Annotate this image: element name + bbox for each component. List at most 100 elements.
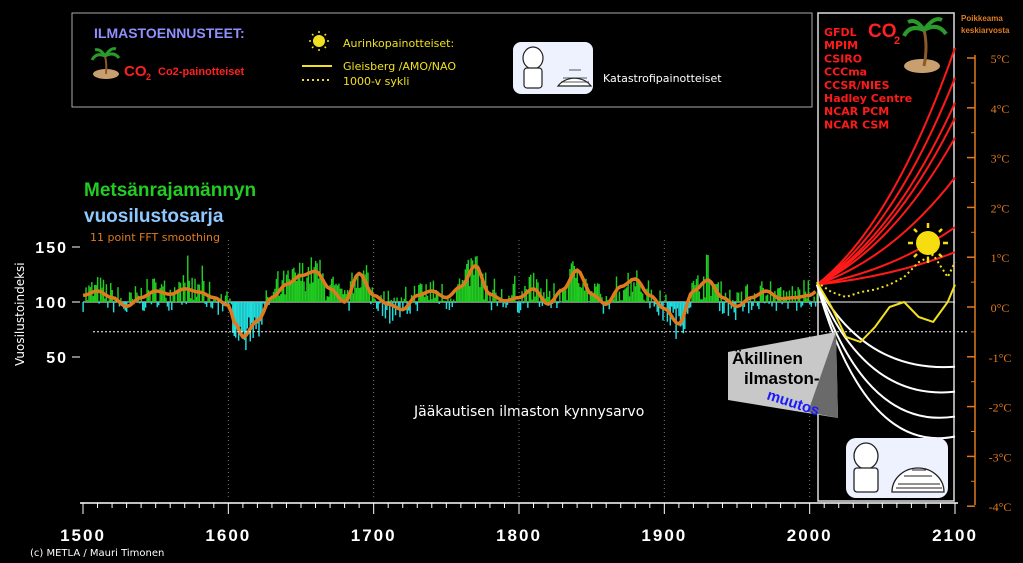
- ring-width-bar: [470, 258, 472, 302]
- legend-co2-label: Co2-painotteiset: [158, 66, 245, 78]
- ring-width-bar: [627, 272, 629, 302]
- ring-width-bar: [493, 278, 496, 302]
- ring-width-bar: [287, 270, 289, 302]
- ring-width-bar: [471, 260, 474, 302]
- ring-width-bar: [250, 302, 253, 324]
- right-tick-label: -2°C: [989, 401, 1012, 415]
- ring-width-bar: [445, 302, 448, 309]
- ring-width-bar: [210, 302, 212, 308]
- chart-subtitle: 11 point FFT smoothing: [90, 231, 220, 244]
- ring-width-bar: [390, 300, 392, 302]
- x-axis: 1500 1600 1700 1800 1900 2000 2100: [60, 503, 976, 545]
- ring-width-bar: [618, 291, 621, 302]
- ring-width-bar: [557, 302, 560, 304]
- ring-width-bar: [630, 278, 632, 302]
- ring-width-bar: [94, 284, 96, 302]
- ring-width-bar: [489, 292, 491, 302]
- ring-width-bar: [461, 280, 464, 302]
- ring-width-bar: [806, 298, 808, 302]
- ring-width-bar: [596, 283, 599, 302]
- ring-width-bar: [668, 302, 670, 314]
- y-tick-label: 50: [46, 350, 68, 367]
- legend-title: ILMASTOENNUSTEET:: [94, 25, 245, 41]
- model-name: NCAR CSM: [824, 118, 889, 131]
- ring-width-bar: [143, 302, 145, 311]
- ring-width-bar: [98, 302, 100, 304]
- ring-width-bar: [637, 278, 640, 302]
- sun-icon: [908, 223, 948, 263]
- ring-width-bar: [689, 302, 692, 308]
- ring-width-bar: [678, 302, 680, 317]
- ring-width-bar: [681, 302, 683, 326]
- ring-width-bar: [665, 294, 667, 302]
- ring-width-bar: [602, 302, 605, 314]
- ring-width-bar: [708, 278, 711, 302]
- ring-width-bar: [236, 302, 238, 326]
- ring-width-bar: [370, 302, 372, 305]
- ring-width-bar: [608, 302, 610, 310]
- ring-width-bar: [704, 297, 706, 302]
- ring-width-bar: [313, 267, 315, 302]
- ring-width-bar: [490, 302, 493, 311]
- ring-width-bar: [676, 302, 679, 309]
- ring-width-bar: [593, 283, 596, 302]
- ring-width-bar: [112, 302, 115, 313]
- ring-width-bar: [378, 302, 381, 304]
- ring-width-bar: [768, 302, 770, 304]
- ring-width-bar: [217, 302, 220, 315]
- co2-projection-line: [816, 47, 956, 286]
- ring-width-bar: [633, 282, 635, 302]
- ring-width-bar: [531, 299, 533, 302]
- right-tick-label: 5°C: [991, 52, 1010, 66]
- ring-width-bar: [559, 288, 561, 302]
- ring-width-bar: [788, 290, 791, 302]
- ring-width-bar: [307, 267, 310, 302]
- ring-width-bar: [341, 288, 343, 302]
- ring-width-bar: [310, 257, 313, 302]
- ring-width-bar: [339, 288, 342, 302]
- ring-width-bar: [140, 287, 142, 302]
- ring-width-bar: [387, 290, 390, 302]
- eskimo-igloo-icon: [846, 438, 948, 498]
- ring-width-bar: [201, 265, 204, 302]
- ring-width-bar: [144, 302, 147, 308]
- ring-width-bar: [306, 277, 308, 302]
- ring-width-bar: [620, 300, 622, 302]
- ring-width-bar: [357, 274, 359, 302]
- ring-width-bar: [438, 302, 440, 304]
- ring-width-bar: [400, 297, 403, 302]
- co2-projection-line: [816, 77, 956, 286]
- ring-width-bar: [249, 302, 251, 342]
- ring-width-bar: [92, 296, 95, 302]
- ring-width-bar: [625, 287, 628, 302]
- ring-width-bar: [364, 274, 366, 302]
- ring-width-bar: [791, 286, 794, 302]
- ring-width-bar: [450, 298, 452, 302]
- ring-width-bar: [95, 285, 97, 302]
- ring-width-bar: [772, 296, 775, 302]
- ring-width-bar: [189, 298, 192, 302]
- ring-width-bar: [560, 302, 562, 303]
- ring-width-bar: [259, 302, 262, 322]
- ring-width-bar: [765, 295, 767, 302]
- ring-width-bar: [393, 297, 395, 302]
- ring-width-bar: [623, 290, 625, 302]
- ring-width-bar: [284, 294, 286, 302]
- y-axis-title: Vuosilustoindeksi: [13, 262, 27, 366]
- legend-gleisberg-label: Gleisberg /AMO/NAO: [343, 60, 456, 73]
- ring-width-bar: [527, 302, 529, 308]
- ring-width-bar: [319, 259, 321, 302]
- ring-width-bar: [181, 302, 183, 305]
- eskimo-igloo-icon: [513, 42, 593, 94]
- ring-width-bar: [546, 279, 548, 302]
- right-tick-label: 0°C: [991, 301, 1010, 315]
- ring-width-bar: [402, 302, 404, 310]
- x-tick-label: 1600: [205, 526, 251, 545]
- ring-width-bar: [649, 302, 651, 309]
- ring-width-bar: [538, 302, 541, 307]
- ring-width-bar: [386, 302, 388, 310]
- ring-width-bar: [437, 290, 439, 302]
- x-tick-label: 1500: [60, 526, 106, 545]
- ring-width-bar: [569, 269, 571, 302]
- ring-width-bar: [787, 302, 789, 309]
